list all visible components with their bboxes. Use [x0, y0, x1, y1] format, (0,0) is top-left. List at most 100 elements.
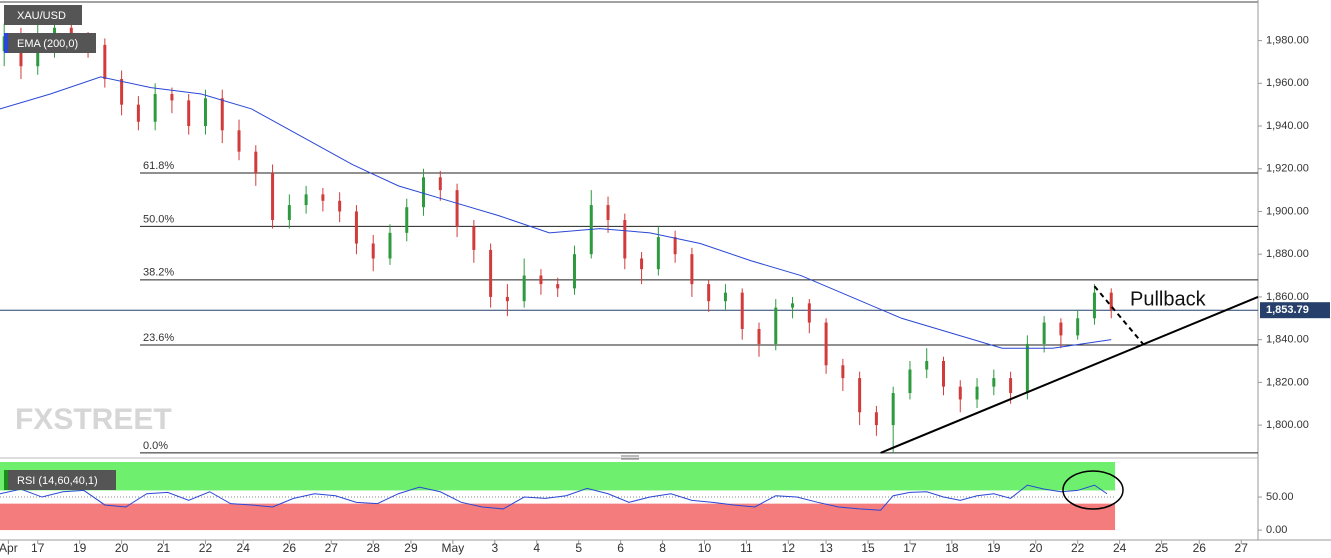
candle-body [1042, 322, 1046, 344]
symbol-badge [4, 5, 82, 25]
x-tick-label: 17 [31, 541, 45, 555]
candle-body [489, 249, 493, 297]
candle-body [690, 254, 694, 285]
annotation: Pullback [1130, 288, 1207, 310]
candle-body [405, 207, 409, 233]
candle-body [707, 284, 711, 302]
candle-body [572, 254, 576, 289]
candle-body [472, 226, 476, 250]
candle-body [539, 275, 543, 285]
x-tick-label: 21 [157, 541, 171, 555]
x-tick-label: Apr [0, 541, 18, 555]
price-tag [1260, 302, 1330, 319]
candle-body [371, 243, 375, 259]
candle-body [774, 307, 778, 344]
candle-body [908, 369, 912, 394]
ema-badge [4, 33, 96, 53]
candle-body [254, 151, 258, 174]
x-tick-label: 29 [404, 541, 418, 555]
x-tick-label: 5 [575, 541, 582, 555]
x-tick-label: 11 [740, 541, 753, 555]
candle-body [153, 93, 157, 122]
candle-body [1025, 343, 1029, 394]
fib-label: 0.0% [143, 440, 168, 452]
x-tick-label: 24 [1113, 541, 1127, 555]
x-tick-label: 22 [1071, 541, 1085, 555]
y-tick-label: 1,800.00 [1266, 419, 1309, 431]
candle-body [858, 378, 862, 413]
candle-body [338, 200, 342, 212]
x-tick-label: 17 [903, 541, 917, 555]
candle-body [1109, 292, 1113, 310]
x-tick-label: 20 [1029, 541, 1043, 555]
price-tag-label: 1,853.79 [1266, 304, 1309, 316]
rsi-badge [4, 470, 116, 490]
y-tick-label: 1,920.00 [1266, 163, 1309, 175]
x-tick-label: 19 [73, 541, 87, 555]
candle-body [824, 322, 828, 366]
x-tick-label: 8 [659, 541, 666, 555]
x-tick-label: 12 [782, 541, 796, 555]
x-tick-label: 26 [283, 541, 297, 555]
x-tick-label: 24 [237, 541, 251, 555]
candle-body [321, 194, 325, 201]
y-tick-label: 50.00 [1266, 491, 1294, 503]
candle-body [740, 292, 744, 329]
candle-body [271, 173, 275, 221]
y-tick-label: 1,980.00 [1266, 34, 1309, 46]
y-tick-label: 1,840.00 [1266, 334, 1309, 346]
candle-body [304, 194, 308, 206]
candle-body [455, 190, 459, 227]
x-tick-label: 3 [491, 541, 498, 555]
legend-label: EMA (200,0) [17, 38, 78, 50]
candle-body [103, 44, 107, 80]
candle-body [438, 177, 442, 191]
candle-body [556, 284, 560, 289]
candle-body [136, 104, 140, 122]
x-tick-label: 27 [325, 541, 339, 555]
y-tick-label: 1,820.00 [1266, 376, 1309, 388]
x-tick-label: 18 [945, 541, 959, 555]
candle-body [623, 220, 627, 259]
candle-body [237, 130, 241, 152]
candle-body [791, 303, 795, 308]
candle-body [1059, 322, 1063, 336]
candle-body [203, 98, 207, 127]
candle-body [723, 292, 727, 302]
line-series [0, 484, 1108, 511]
candle-body [942, 361, 945, 387]
fib-label: 23.6% [143, 332, 174, 344]
x-tick-label: May [442, 541, 465, 555]
x-tick-label: 6 [617, 541, 624, 555]
fib-label: 50.0% [143, 213, 174, 225]
candle-body [522, 275, 526, 302]
candle-body [958, 386, 962, 400]
watermark: FXSTREET [15, 403, 172, 436]
candle-body [656, 237, 660, 270]
candle-body [187, 100, 191, 127]
candle-body [757, 328, 761, 344]
candle-body [36, 51, 40, 67]
x-tick-label: 25 [1155, 541, 1169, 555]
x-tick-label: 22 [199, 541, 213, 555]
x-tick-label: 19 [987, 541, 1001, 555]
x-tick-label: 4 [533, 541, 540, 555]
candle-body [606, 205, 610, 221]
oversold-band [0, 503, 1116, 531]
chart-title: XAU/USD [17, 10, 66, 22]
candle-body [1076, 318, 1080, 336]
candle-body [673, 237, 677, 255]
x-tick-label: 27 [1235, 541, 1249, 555]
line-series [0, 76, 1112, 349]
x-tick-label: 28 [367, 541, 381, 555]
candle-body [925, 361, 929, 370]
fib-label: 61.8% [143, 160, 174, 172]
candle-body [354, 211, 358, 244]
x-tick-label: 10 [698, 541, 712, 555]
y-tick-label: 1,880.00 [1266, 248, 1309, 260]
trendline [880, 296, 1259, 454]
legend-label: RSI (14,60,40,1) [17, 475, 98, 487]
candle-body [220, 98, 224, 131]
